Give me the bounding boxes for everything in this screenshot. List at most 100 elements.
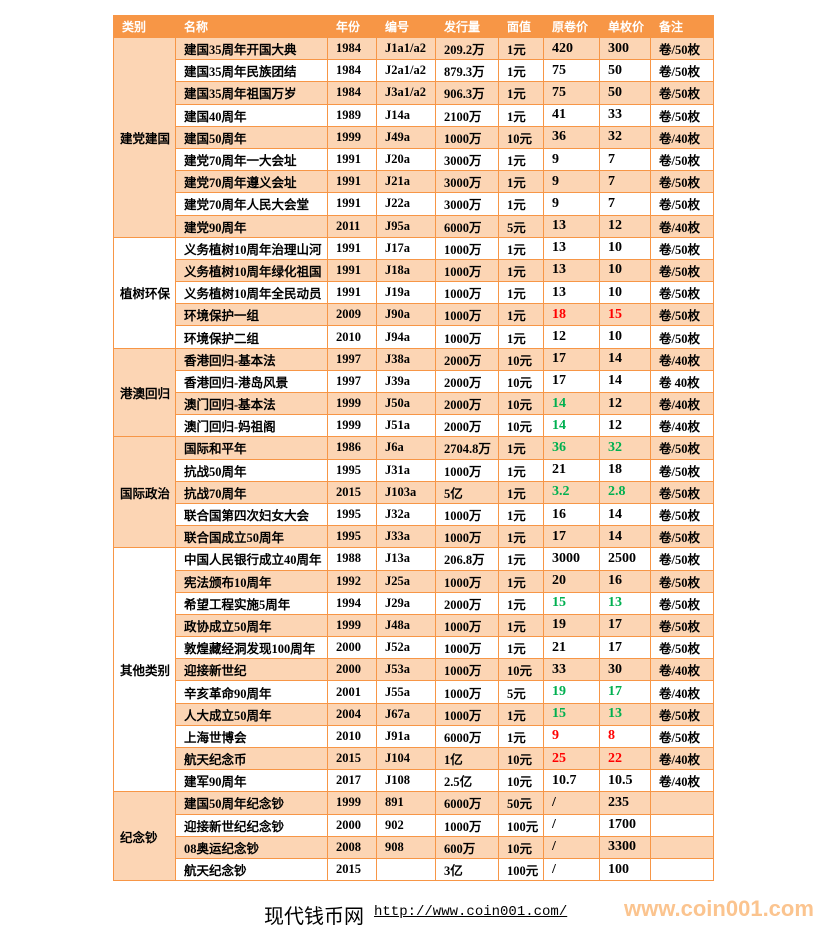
year-cell: 1986 xyxy=(327,436,377,460)
issue-cell: 1000万 xyxy=(435,458,499,482)
table-row: 抗战70周年 2015 J103a 5亿 1元 3.2 2.8 卷/50枚 xyxy=(114,480,714,504)
note-cell: 卷/50枚 xyxy=(650,636,714,660)
year-cell: 1997 xyxy=(327,347,377,371)
category-cell: 建党建国 xyxy=(113,37,176,238)
year-cell: 1989 xyxy=(327,103,377,127)
issue-cell: 2000万 xyxy=(435,369,499,394)
roll-cell: 9 xyxy=(543,192,600,216)
single-cell: 10 xyxy=(599,236,651,260)
roll-cell: / xyxy=(543,813,600,837)
face-cell: 1元 xyxy=(498,258,544,283)
single-cell: 3300 xyxy=(599,835,651,859)
face-cell: 5元 xyxy=(498,680,544,704)
face-cell: 10元 xyxy=(498,414,544,438)
table-row: 迎接新世纪纪念钞 2000 902 1000万 100元/1700 xyxy=(114,813,714,837)
issue-cell: 879.3万 xyxy=(435,59,499,83)
face-cell: 1元 xyxy=(498,236,544,260)
single-cell: 2500 xyxy=(599,547,651,571)
single-cell: 7 xyxy=(599,170,651,194)
single-cell: 12 xyxy=(599,391,651,416)
category-cell: 纪念钞 xyxy=(113,791,176,882)
year-cell: 1999 xyxy=(327,125,377,149)
table-row: 纪念钞 建国50周年纪念钞 1999 891 6000万 50元/235 xyxy=(113,791,714,882)
note-cell: 卷/50枚 xyxy=(650,325,714,349)
table-row: 抗战50周年 1995 J31a 1000万 1元 21 18 卷/50枚 xyxy=(114,458,714,482)
code-cell: J20a xyxy=(376,147,436,172)
roll-cell: 420 xyxy=(543,36,600,61)
table-row: 航天纪念币 2015 J104 1亿 10元 25 22 卷/40枚 xyxy=(114,746,714,771)
face-cell: 1元 xyxy=(498,591,544,615)
roll-cell: 41 xyxy=(543,103,600,127)
roll-cell: 21 xyxy=(543,636,600,660)
face-cell: 1元 xyxy=(498,81,544,105)
name-cell: 义务植树10周年治理山河 xyxy=(175,236,328,260)
table-row: 建党90周年 2011 J95a 6000万 5元 13 12 卷/40枚 xyxy=(114,214,714,238)
code-cell: J13a xyxy=(376,547,436,571)
year-cell: 1991 xyxy=(327,192,377,216)
single-cell: 13 xyxy=(599,702,651,726)
note-cell: 卷/50枚 xyxy=(650,502,714,527)
roll-cell: 9 xyxy=(543,724,600,749)
table-row: 政协成立50周年 1999 J48a 1000万 1元 19 17 卷/50枚 xyxy=(114,613,714,638)
code-cell: J14a xyxy=(376,103,436,127)
code-cell: J39a xyxy=(376,369,436,394)
issue-cell: 2704.8万 xyxy=(435,436,499,460)
issue-cell: 600万 xyxy=(435,835,499,859)
issue-cell: 1000万 xyxy=(435,569,499,593)
table-row: 希望工程实施5周年 1994 J29a 2000万 1元 15 13 卷/50枚 xyxy=(114,591,714,615)
issue-cell: 1000万 xyxy=(435,236,499,260)
issue-cell: 3000万 xyxy=(435,147,499,172)
roll-cell: 17 xyxy=(543,369,600,394)
code-cell: J1a1/a2 xyxy=(376,36,436,61)
name-cell: 建党90周年 xyxy=(175,214,328,238)
face-cell: 1元 xyxy=(498,436,544,460)
note-cell: 卷/50枚 xyxy=(650,569,714,593)
name-cell: 建国50周年纪念钞 xyxy=(175,791,328,815)
roll-cell: 17 xyxy=(543,525,600,549)
code-cell: J22a xyxy=(376,192,436,216)
single-cell: 17 xyxy=(599,680,651,704)
table-row: 08奥运纪念钞 2008 908 600万 10元/3300 xyxy=(114,835,714,859)
issue-cell: 2.5亿 xyxy=(435,769,499,793)
roll-cell: 36 xyxy=(543,436,600,460)
issue-cell: 1000万 xyxy=(435,636,499,660)
name-cell: 宪法颁布10周年 xyxy=(175,569,328,593)
issue-cell: 1000万 xyxy=(435,525,499,549)
table-row: 澳门回归-基本法 1999 J50a 2000万 10元 14 12 卷/40枚 xyxy=(114,391,714,416)
face-cell: 10元 xyxy=(498,835,544,859)
header-single-price: 单枚价 xyxy=(599,15,651,38)
issue-cell: 1000万 xyxy=(435,813,499,837)
single-cell: 17 xyxy=(599,613,651,638)
name-cell: 义务植树10周年全民动员 xyxy=(175,281,328,305)
note-cell: 卷/50枚 xyxy=(650,147,714,172)
single-cell: 12 xyxy=(599,414,651,438)
note-cell: 卷/50枚 xyxy=(650,613,714,638)
code-cell: J51a xyxy=(376,414,436,438)
code-cell: J38a xyxy=(376,347,436,371)
single-cell: 2.8 xyxy=(599,480,651,504)
roll-cell: 33 xyxy=(543,658,600,682)
single-cell: 50 xyxy=(599,59,651,83)
year-cell: 1991 xyxy=(327,236,377,260)
issue-cell: 5亿 xyxy=(435,480,499,504)
note-cell: 卷/50枚 xyxy=(650,591,714,615)
name-cell: 迎接新世纪 xyxy=(175,658,328,682)
issue-cell: 1000万 xyxy=(435,702,499,726)
table-row: 迎接新世纪 2000 J53a 1000万 10元 33 30 卷/40枚 xyxy=(114,658,714,682)
note-cell: 卷/50枚 xyxy=(650,724,714,749)
name-cell: 建党70周年一大会址 xyxy=(175,147,328,172)
table-row: 环境保护一组 2009 J90a 1000万 1元 18 15 卷/50枚 xyxy=(114,303,714,327)
table-row: 宪法颁布10周年 1992 J25a 1000万 1元 20 16 卷/50枚 xyxy=(114,569,714,593)
table-row: 建军90周年 2017 J108 2.5亿 10元 10.7 10.5 卷/40枚 xyxy=(114,769,714,793)
name-cell: 建国35周年开国大典 xyxy=(175,36,328,61)
note-cell: 卷/40枚 xyxy=(650,680,714,704)
table-row: 联合国第四次妇女大会 1995 J32a 1000万 1元 16 14 卷/50枚 xyxy=(114,502,714,527)
code-cell: J91a xyxy=(376,724,436,749)
single-cell: 16 xyxy=(599,569,651,593)
site-link[interactable]: http://www.coin001.com/ xyxy=(374,904,568,920)
roll-cell: 3000 xyxy=(543,547,600,571)
issue-cell: 2000万 xyxy=(435,391,499,416)
single-cell: 15 xyxy=(599,303,651,327)
issue-cell: 1000万 xyxy=(435,258,499,283)
face-cell: 100元 xyxy=(498,813,544,837)
